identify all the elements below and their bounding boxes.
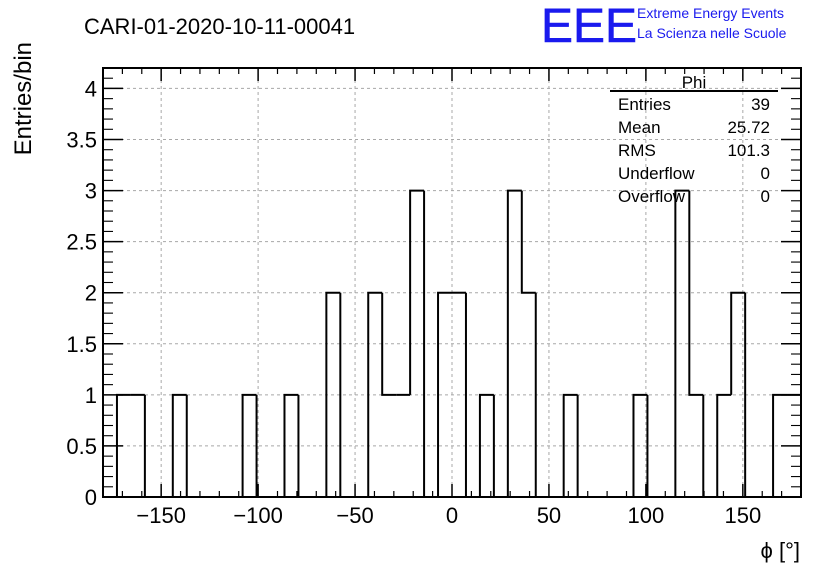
- y-axis: 0 0.5 1 1.5 2 2.5 3 3.5 4: [66, 76, 801, 510]
- stats-underflow-label: Underflow: [618, 164, 695, 183]
- logo-mark: EEE: [541, 0, 637, 53]
- x-tick-label: −50: [336, 503, 373, 528]
- stats-title: Phi: [682, 73, 707, 92]
- y-tick-label: 4: [85, 76, 97, 101]
- x-tick-label: −150: [136, 503, 186, 528]
- stats-box: Phi Entries 39 Mean 25.72 RMS 101.3 Unde…: [610, 73, 778, 206]
- x-axis-label: ϕ [°]: [761, 538, 800, 563]
- stats-mean-label: Mean: [618, 118, 661, 137]
- y-tick-label: 0: [85, 485, 97, 510]
- stats-rms-value: 101.3: [727, 141, 770, 160]
- y-tick-label: 2: [85, 281, 97, 306]
- stats-overflow-value: 0: [761, 187, 770, 206]
- histogram-bin: [730, 291, 746, 395]
- chart-title: CARI-01-2020-10-11-00041: [84, 14, 355, 39]
- x-axis: −150 −100 −50 0 50 100 150: [121, 68, 783, 528]
- histogram-bin: [241, 393, 257, 497]
- histogram-bin: [506, 189, 522, 497]
- stats-entries-value: 39: [751, 95, 770, 114]
- y-tick-label: 1.5: [66, 332, 97, 357]
- y-axis-label: Entries/bin: [10, 42, 37, 155]
- y-tick-label: 3.5: [66, 128, 97, 153]
- histogram-bin: [478, 393, 494, 497]
- x-tick-label: 150: [724, 503, 761, 528]
- histogram-bin: [520, 190, 536, 294]
- histogram-bin: [688, 190, 704, 396]
- histogram-bin: [437, 291, 452, 497]
- histogram-bin: [171, 393, 187, 497]
- y-tick-label: 1: [85, 383, 97, 408]
- y-tick-label: 0.5: [66, 434, 97, 459]
- histogram-bin: [381, 292, 397, 396]
- x-tick-label: −100: [233, 503, 283, 528]
- stats-rms-label: RMS: [618, 141, 656, 160]
- stats-underflow-value: 0: [761, 164, 770, 183]
- logo-line-1: Extreme Energy Events: [637, 5, 784, 21]
- x-tick-label: 0: [446, 503, 458, 528]
- logo-line-2: La Scienza nelle Scuole: [637, 25, 787, 41]
- x-tick-label: 100: [628, 503, 665, 528]
- histogram-bin: [716, 393, 732, 497]
- histogram-bin: [325, 291, 341, 497]
- stats-entries-label: Entries: [618, 95, 671, 114]
- histogram-bin: [409, 189, 425, 395]
- histogram-bin: [562, 393, 578, 497]
- x-tick-label: 50: [537, 503, 561, 528]
- y-tick-label: 2.5: [66, 230, 97, 255]
- y-tick-label: 3: [85, 179, 97, 204]
- histogram-bin: [632, 393, 648, 497]
- eee-logo: EEE Extreme Energy Events La Scienza nel…: [541, 0, 787, 53]
- histogram-bin: [283, 393, 299, 497]
- stats-mean-value: 25.72: [727, 118, 770, 137]
- histogram-bin: [674, 189, 690, 497]
- stats-overflow-label: Overflow: [618, 187, 686, 206]
- histogram-bin: [367, 291, 383, 497]
